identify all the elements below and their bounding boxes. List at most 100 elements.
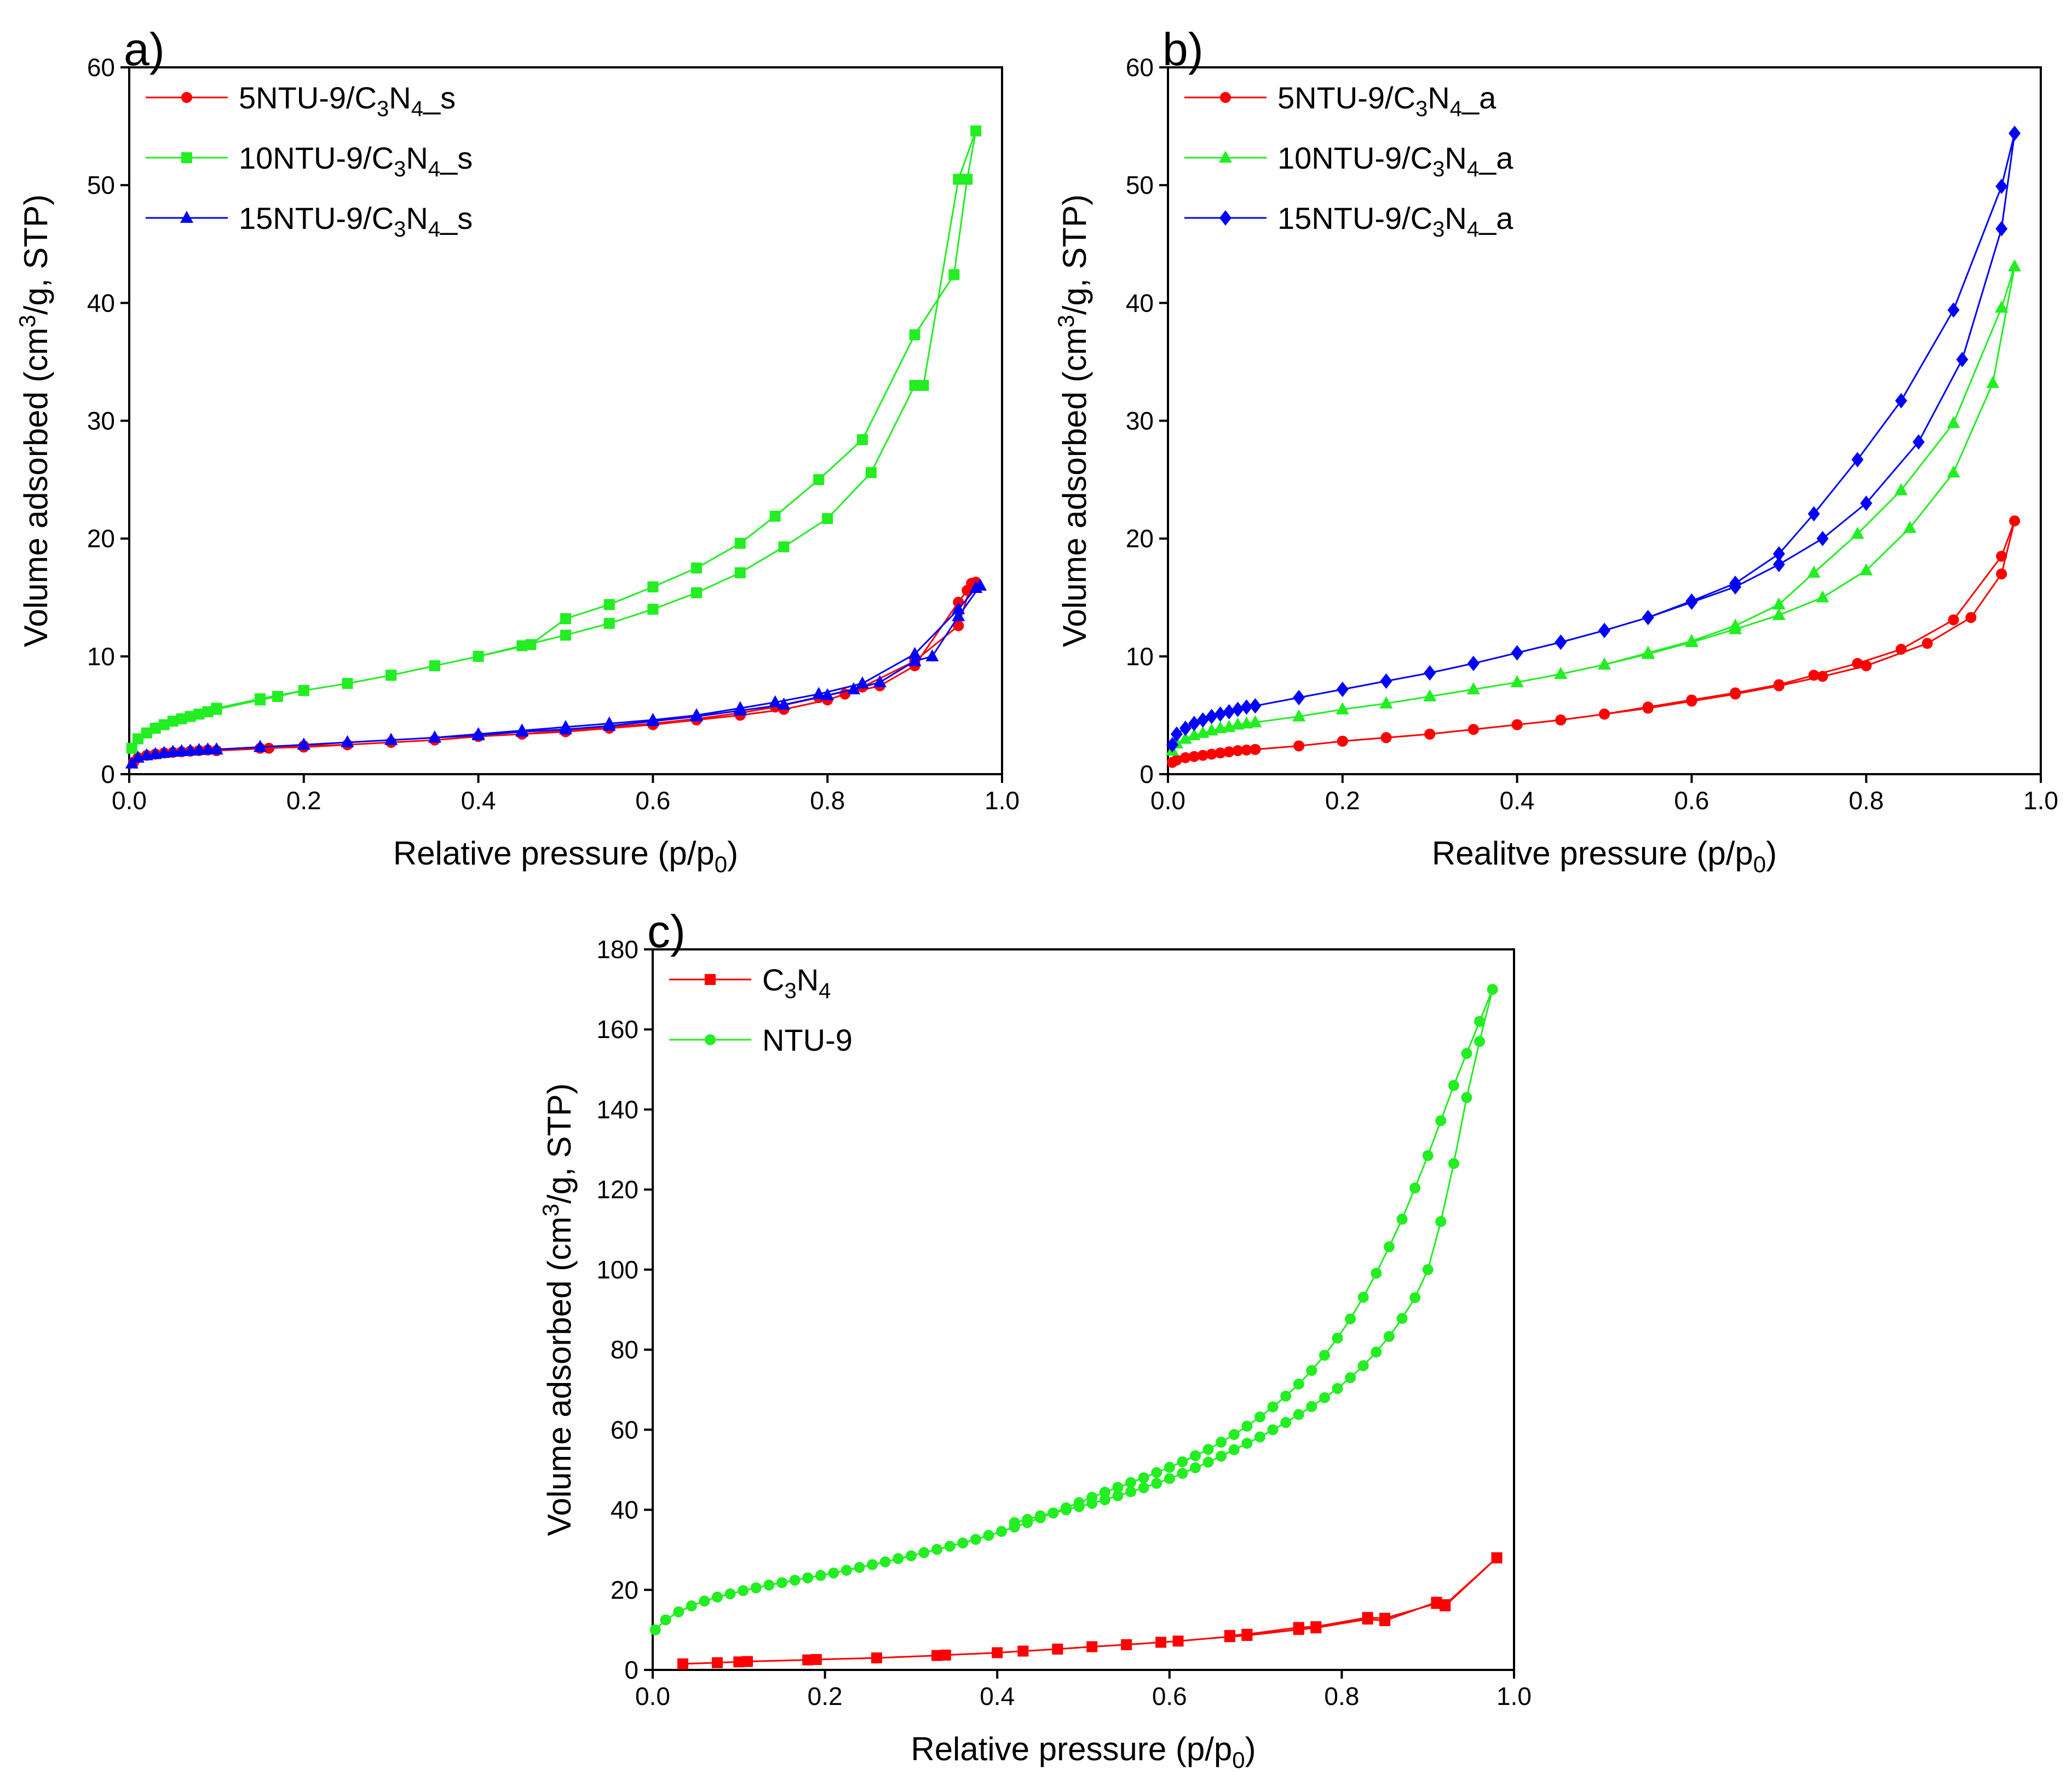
data-point	[2009, 515, 2021, 527]
data-point	[1178, 731, 1192, 744]
data-point	[686, 1600, 697, 1612]
data-point	[1729, 618, 1742, 631]
data-point	[1345, 1372, 1356, 1384]
x-tick-label: 0.2	[808, 1682, 843, 1710]
x-axis-title: Relative pressure (p/p0)	[393, 835, 738, 877]
data-point	[175, 744, 188, 757]
data-point	[1467, 655, 1480, 671]
data-point	[1172, 1635, 1184, 1647]
data-point	[1511, 719, 1523, 730]
data-point	[1431, 1598, 1442, 1609]
data-point	[1138, 1472, 1149, 1484]
data-point	[1474, 1036, 1486, 1047]
data-point	[649, 1624, 661, 1635]
data-point	[908, 654, 922, 666]
data-point	[2008, 125, 2021, 141]
data-point	[970, 1534, 981, 1545]
data-point	[1895, 643, 1907, 655]
data-point	[1730, 687, 1741, 699]
data-point	[647, 603, 659, 615]
data-point	[734, 567, 746, 579]
data-point	[1423, 689, 1437, 701]
data-point	[1022, 1514, 1033, 1525]
data-point	[1686, 694, 1697, 706]
data-point	[738, 1585, 749, 1597]
data-point	[1956, 352, 1969, 367]
data-point	[1817, 671, 1828, 682]
data-point	[1337, 735, 1348, 747]
data-point	[1112, 1482, 1124, 1493]
data-point	[1052, 1643, 1063, 1655]
data-point	[516, 640, 528, 652]
data-point	[1435, 1216, 1447, 1228]
data-point	[1332, 1383, 1343, 1395]
data-point	[176, 713, 187, 724]
y-tick-label: 50	[1126, 171, 1154, 199]
data-point	[711, 1657, 723, 1668]
data-point	[158, 719, 170, 730]
data-point	[1995, 300, 2008, 313]
data-point	[1155, 1637, 1167, 1648]
y-tick-label: 30	[87, 407, 115, 435]
series-1	[1165, 259, 2022, 756]
data-point	[1336, 682, 1349, 698]
data-point	[1319, 1350, 1330, 1361]
data-point	[1151, 1478, 1162, 1489]
legend-marker	[705, 974, 716, 985]
data-point	[1009, 1517, 1020, 1528]
data-point	[742, 1656, 753, 1667]
data-point	[1151, 1467, 1162, 1478]
data-point	[1248, 715, 1262, 728]
series-2	[125, 578, 987, 769]
legend-label: 10NTU-9/C3N4_s	[239, 141, 473, 181]
data-point	[1267, 1401, 1279, 1413]
legend-label: 15NTU-9/C3N4_s	[239, 201, 473, 241]
data-point	[1138, 1482, 1149, 1494]
data-point	[384, 733, 398, 745]
y-tick-label: 160	[596, 1015, 638, 1044]
legend-entry-1: 10NTU-9/C3N4_s	[146, 141, 473, 181]
series-line	[1171, 266, 2016, 751]
data-point	[1214, 706, 1227, 722]
data-point	[1808, 670, 1820, 681]
data-point	[1995, 221, 2008, 237]
data-point	[802, 1572, 814, 1583]
data-point	[909, 329, 920, 341]
data-point	[1424, 665, 1436, 681]
data-point	[768, 695, 782, 707]
data-point	[1086, 1641, 1098, 1652]
legend-marker	[180, 211, 193, 223]
data-point	[202, 706, 214, 717]
data-point	[873, 675, 887, 688]
data-point	[952, 609, 965, 621]
legend-marker	[705, 1034, 716, 1045]
data-point	[1383, 1241, 1395, 1253]
data-point	[1772, 608, 1786, 620]
data-point	[1228, 1444, 1240, 1455]
data-point	[1903, 521, 1916, 533]
data-point	[1188, 751, 1200, 762]
data-point	[1435, 1115, 1447, 1126]
panel-label: c)	[647, 906, 686, 957]
data-point	[871, 1652, 882, 1664]
data-point	[1773, 679, 1785, 690]
data-point	[1598, 657, 1611, 670]
data-point	[1685, 593, 1698, 609]
data-point	[1293, 740, 1305, 752]
data-point	[996, 1526, 1008, 1537]
y-tick-label: 50	[87, 171, 115, 199]
data-point	[192, 742, 206, 755]
legend-entry-2: 15NTU-9/C3N4_s	[146, 201, 473, 241]
data-point	[1223, 704, 1235, 719]
data-point	[1099, 1486, 1110, 1498]
y-axis-title: Volume adsorbed (cm3/g, STP)	[1053, 194, 1093, 647]
x-tick-label: 0.6	[1152, 1682, 1187, 1710]
data-point	[1921, 638, 1933, 649]
data-point	[298, 685, 309, 696]
data-point	[1336, 702, 1349, 715]
data-point	[1197, 750, 1208, 761]
data-point	[1241, 1420, 1253, 1432]
data-point	[865, 467, 877, 479]
data-point	[918, 1547, 930, 1558]
data-point	[1267, 1424, 1279, 1436]
